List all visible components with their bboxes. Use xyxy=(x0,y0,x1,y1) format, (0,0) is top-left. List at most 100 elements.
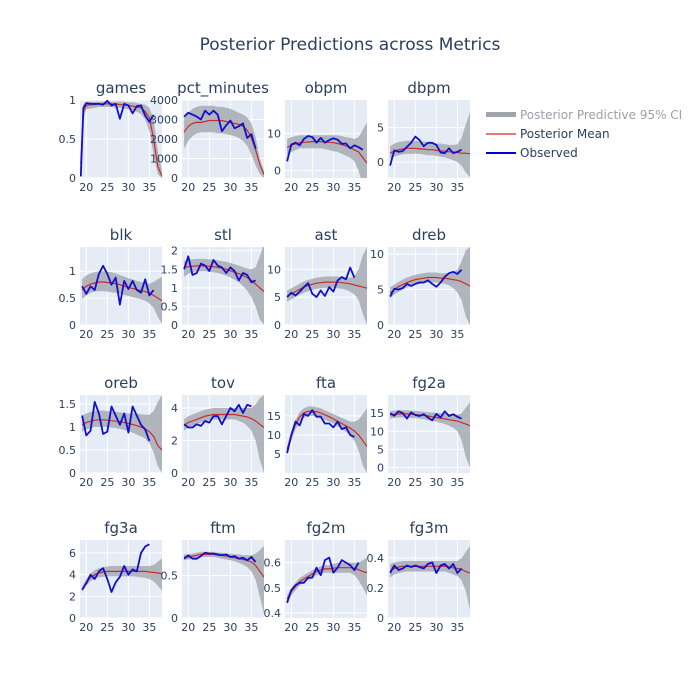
x-tick-label: 25 xyxy=(100,621,114,634)
y-tick-label: 0 xyxy=(69,319,76,332)
observed-line xyxy=(286,409,355,454)
ci-band xyxy=(287,406,367,473)
plot-traces xyxy=(183,395,264,473)
y-tick-label: 1 xyxy=(69,421,76,434)
y-tick-label: 10 xyxy=(267,263,281,276)
x-tick-label: 30 xyxy=(223,476,237,489)
y-tick-label: 6 xyxy=(69,547,76,560)
y-tick-label: 1.5 xyxy=(161,263,179,276)
y-tick-label: 0 xyxy=(377,319,384,332)
plot-traces xyxy=(286,122,367,178)
x-tick-label: 20 xyxy=(79,328,93,341)
plot-traces xyxy=(183,105,264,178)
subplot-title: pct_minutes xyxy=(177,79,269,98)
observed-line xyxy=(183,255,256,284)
y-tick-label: 2 xyxy=(171,245,178,258)
y-tick-label: 10 xyxy=(267,429,281,442)
x-tick-label: 35 xyxy=(450,328,464,341)
legend-swatch xyxy=(486,112,516,117)
y-tick-label: 4 xyxy=(171,402,178,415)
x-tick-label: 35 xyxy=(244,476,258,489)
x-tick-label: 35 xyxy=(347,181,361,194)
y-tick-label: 0.4 xyxy=(264,607,282,620)
x-tick-label: 35 xyxy=(347,328,361,341)
subplot-title: ast xyxy=(315,226,338,244)
subplot-fg2m: fg2m 20 25 30 35 0.4 0.5 0.6 xyxy=(264,519,367,634)
y-tick-label: 0.6 xyxy=(264,557,282,570)
x-tick-label: 30 xyxy=(326,621,340,634)
x-tick-label: 35 xyxy=(142,621,156,634)
plot-traces xyxy=(389,402,470,468)
legend-item-3[interactable]: Observed xyxy=(486,146,578,160)
y-tick-label: 10 xyxy=(370,248,384,261)
x-tick-label: 25 xyxy=(100,476,114,489)
subplot-title: oreb xyxy=(104,374,138,392)
x-tick-label: 30 xyxy=(429,621,443,634)
subplot-title: ftm xyxy=(210,519,236,537)
plot-traces xyxy=(286,247,367,325)
subplot-ftm: ftm 20 25 30 35 0 0.5 xyxy=(161,519,264,634)
ci-band xyxy=(82,395,162,473)
x-tick-label: 25 xyxy=(408,328,422,341)
x-tick-label: 30 xyxy=(223,181,237,194)
y-tick-label: 0.5 xyxy=(264,582,282,595)
observed-line xyxy=(389,135,463,166)
y-tick-label: 15 xyxy=(370,407,384,420)
x-tick-label: 35 xyxy=(142,328,156,341)
y-tick-label: 1 xyxy=(69,265,76,278)
x-tick-label: 25 xyxy=(100,181,114,194)
x-tick-label: 20 xyxy=(79,621,93,634)
subplot-ast: ast 20 25 30 35 0 5 10 xyxy=(267,226,367,341)
x-tick-label: 20 xyxy=(181,476,195,489)
subplot-title: tov xyxy=(211,374,235,392)
x-tick-label: 20 xyxy=(181,181,195,194)
y-tick-label: 0 xyxy=(171,612,178,625)
subplot-title: fta xyxy=(316,374,336,392)
x-tick-label: 35 xyxy=(244,181,258,194)
y-tick-label: 0 xyxy=(274,319,281,332)
plot-traces xyxy=(80,100,162,178)
observed-line xyxy=(81,543,150,593)
subplot-title: obpm xyxy=(305,79,348,97)
y-tick-label: 0 xyxy=(69,467,76,480)
x-tick-label: 20 xyxy=(387,621,401,634)
y-tick-label: 0 xyxy=(171,467,178,480)
legend-item-2[interactable]: Posterior Mean xyxy=(486,127,610,141)
subplot-tov: tov 20 25 30 35 0 2 4 xyxy=(171,374,264,489)
x-tick-label: 20 xyxy=(181,328,195,341)
subplot-title: games xyxy=(96,79,147,97)
x-tick-label: 35 xyxy=(347,621,361,634)
subplot-title: dbpm xyxy=(407,79,450,97)
y-tick-label: 0.5 xyxy=(59,133,77,146)
plot-area xyxy=(388,395,470,473)
posterior-mean-line xyxy=(286,410,367,450)
subplot-pct_minutes: pct_minutes 20 25 30 35 0 1000 2000 3000 4000 xyxy=(150,79,269,194)
subplot-oreb: oreb 20 25 30 35 0 0.5 1 1.5 xyxy=(59,374,162,489)
plot-traces xyxy=(81,264,162,324)
ci-band xyxy=(184,395,264,473)
x-tick-label: 35 xyxy=(450,181,464,194)
legend-label: Posterior Predictive 95% CI xyxy=(520,108,682,122)
x-tick-label: 35 xyxy=(142,181,156,194)
subplot-title: dreb xyxy=(412,226,446,244)
y-tick-label: 2 xyxy=(171,435,178,448)
ci-band xyxy=(287,247,367,325)
subplot-title: stl xyxy=(214,226,232,244)
x-tick-label: 25 xyxy=(408,181,422,194)
legend-label: Posterior Mean xyxy=(520,127,610,141)
y-tick-label: 0 xyxy=(377,156,384,169)
x-tick-label: 30 xyxy=(326,328,340,341)
observed-line xyxy=(286,266,356,298)
legend-item-1[interactable]: Posterior Predictive 95% CI xyxy=(486,108,682,122)
x-tick-label: 30 xyxy=(429,328,443,341)
ci-band xyxy=(390,546,470,611)
x-tick-label: 30 xyxy=(429,476,443,489)
observed-line xyxy=(183,551,257,563)
plot-traces xyxy=(389,112,470,178)
subplot-fg3a: fg3a 20 25 30 35 0 2 4 6 xyxy=(69,519,162,634)
x-tick-label: 25 xyxy=(202,181,216,194)
y-tick-label: 0 xyxy=(171,319,178,332)
plot-traces xyxy=(389,546,470,611)
x-tick-label: 25 xyxy=(408,621,422,634)
observed-line xyxy=(286,556,360,604)
